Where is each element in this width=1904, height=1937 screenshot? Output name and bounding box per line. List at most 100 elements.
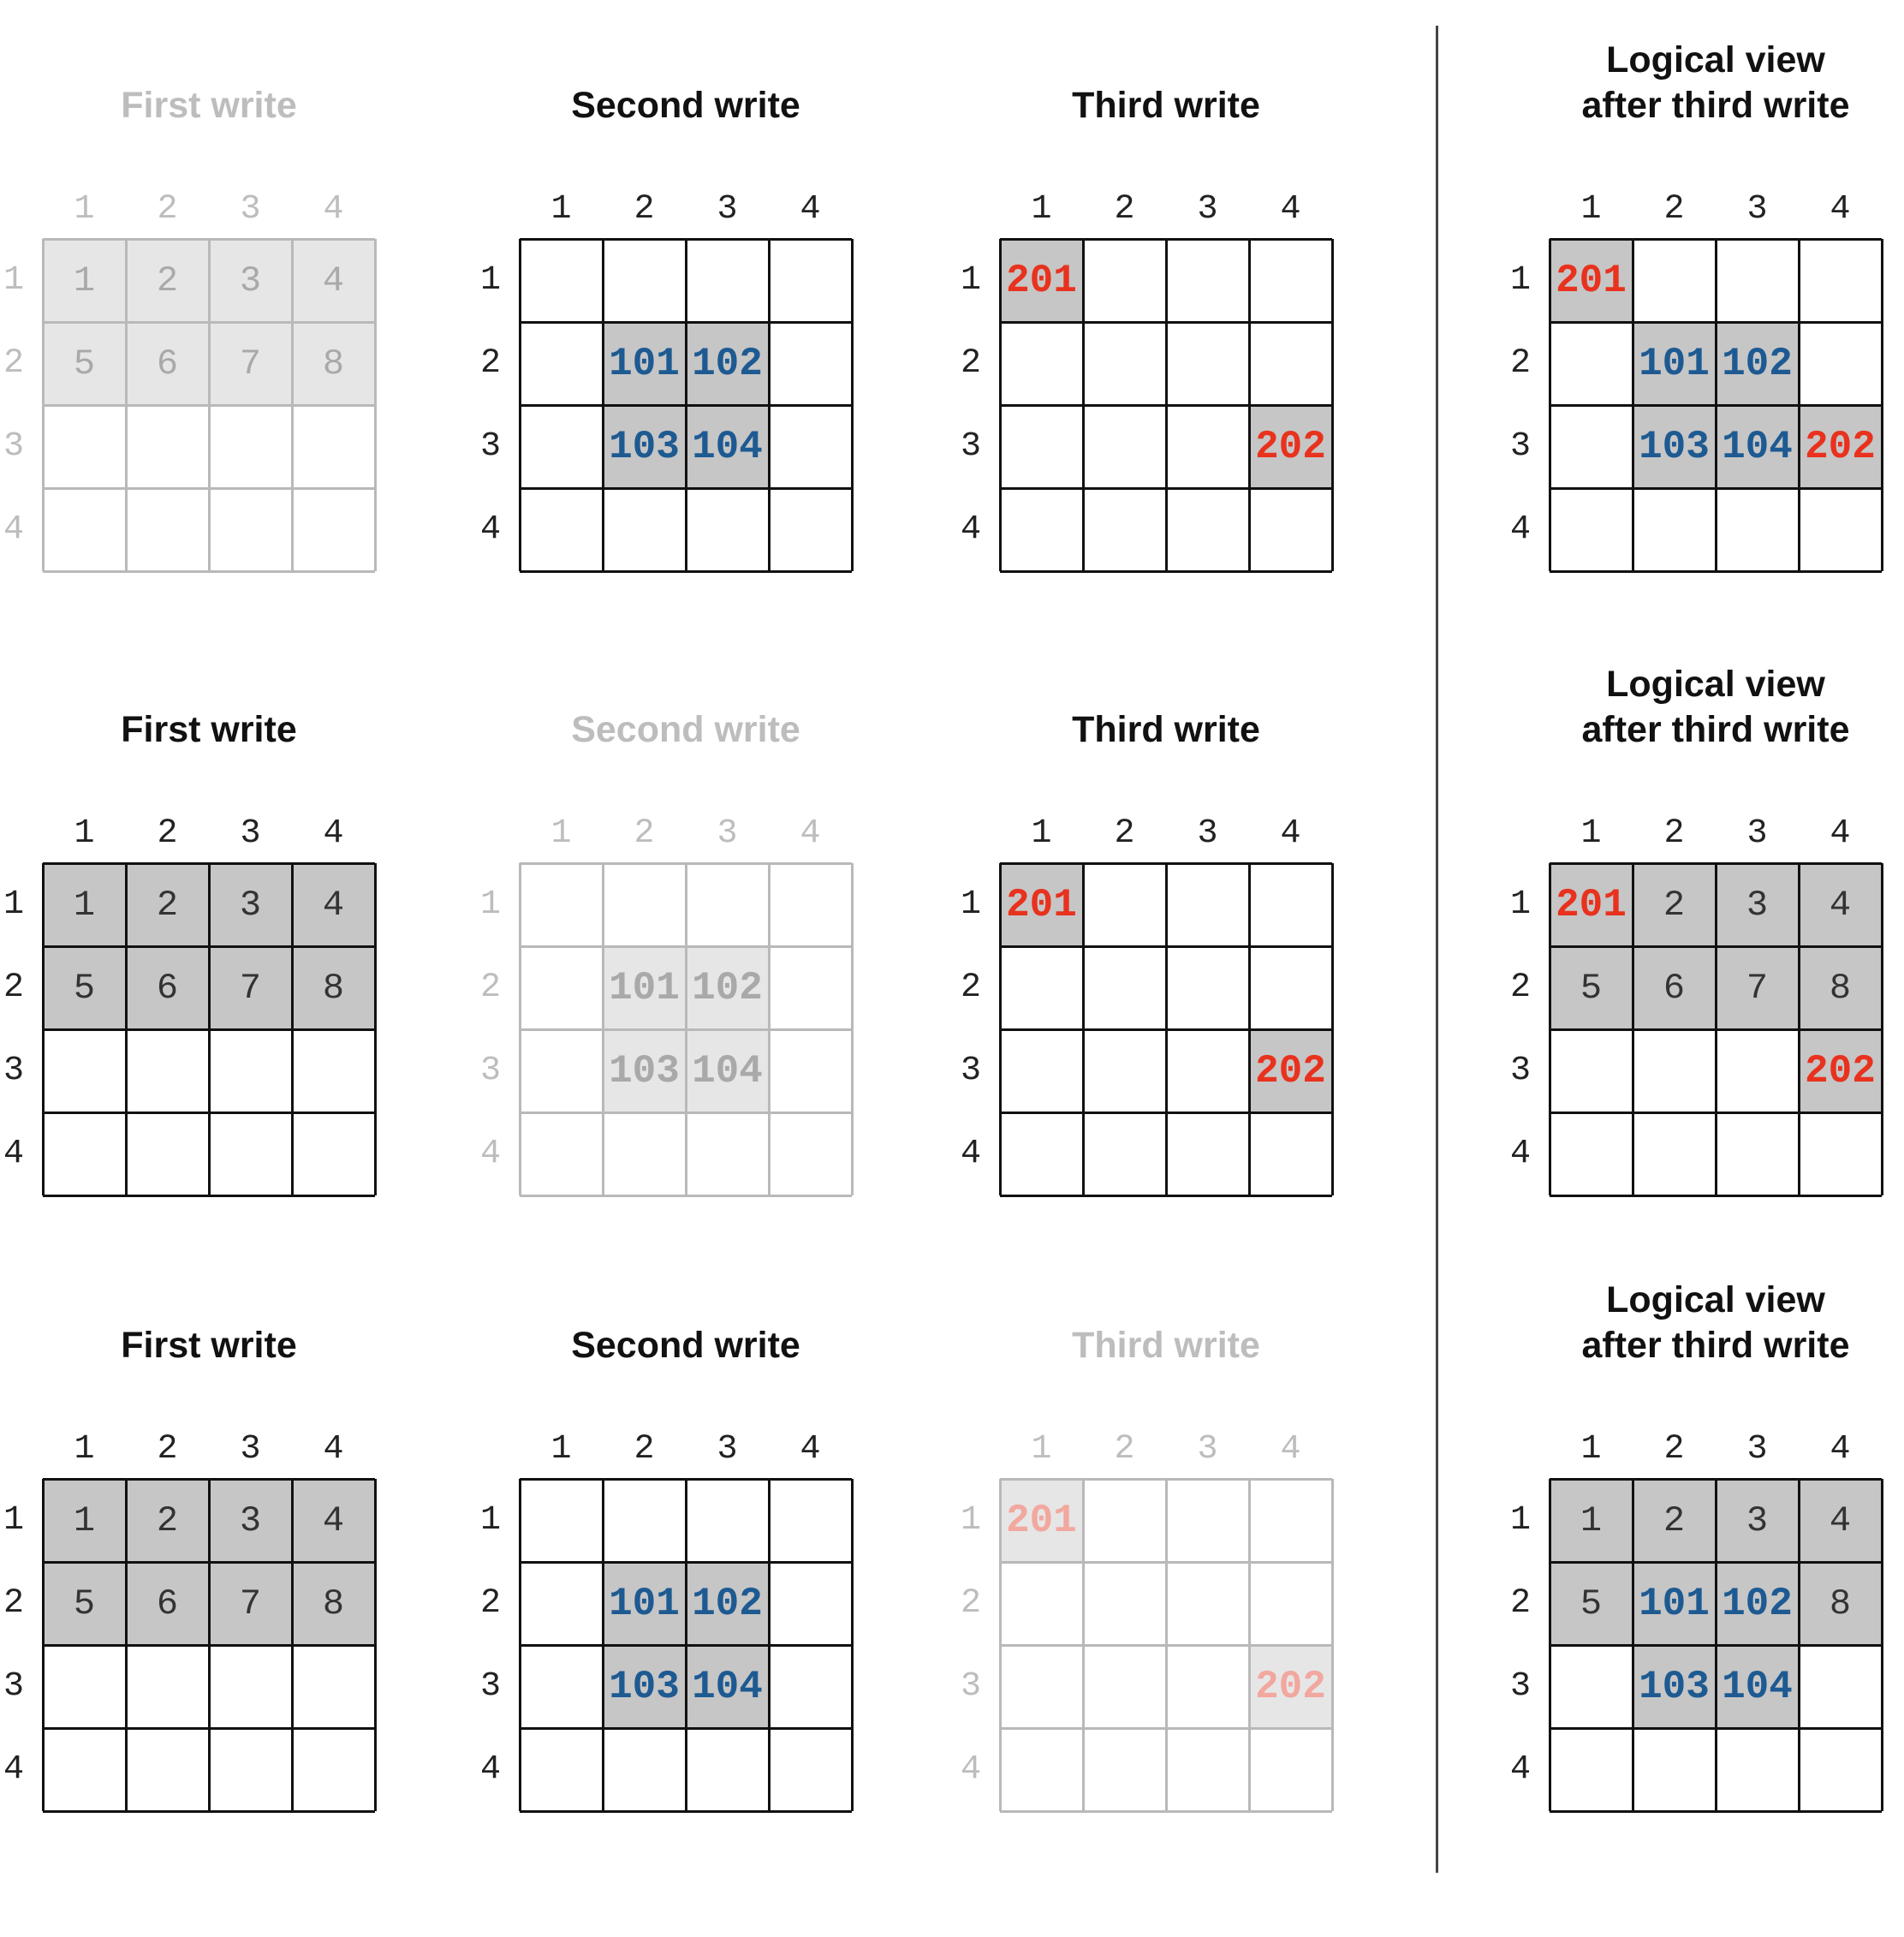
panel-title: Third write [1072,709,1260,750]
grid-line [1000,1726,1332,1730]
grid-line [850,1479,854,1811]
column-label: 2 [634,1430,655,1469]
column-label: 4 [800,814,821,853]
grid-cell [1249,1479,1332,1562]
grid-cell-value: 5 [1550,946,1633,1029]
grid-cell-value: 101 [603,322,686,405]
column-label: 3 [1746,190,1768,229]
grid-cell [686,488,769,571]
grid-cell-value: 4 [292,1479,375,1562]
grid-cell [769,863,852,946]
column-label: 3 [1197,814,1218,853]
grid-cell-value: 102 [686,322,769,405]
grid-cell [1716,488,1799,571]
grid-cell [769,1645,852,1728]
row-label: 4 [960,1134,982,1173]
grid-cell [1249,1112,1332,1195]
grid-cell [1249,322,1332,405]
grid-cell-value: 5 [43,322,126,405]
row-label: 1 [1509,1500,1532,1540]
column-label: 4 [1280,190,1301,229]
grid-line [373,239,377,571]
grid-cell [1166,1645,1249,1728]
grid-line [1247,239,1251,571]
grid-cell [1550,1029,1633,1112]
grid-line [1880,239,1883,571]
grid-cell [1550,405,1633,488]
grid-cell [1166,1029,1249,1112]
column-label: 2 [1663,814,1685,853]
grid-cell-value: 103 [1633,1645,1716,1728]
row-label: 3 [1509,1051,1532,1090]
grid-cell-value: 4 [292,239,375,322]
grid-cell [603,1479,686,1562]
grid-cell-value: 6 [126,322,209,405]
column-label: 2 [1663,190,1685,229]
row-label: 4 [960,1749,982,1789]
grid-cell [1166,946,1249,1029]
grid-cell-value: 2 [126,1479,209,1562]
grid-cell-value: 6 [126,1562,209,1645]
row-label: 2 [1509,343,1532,383]
column-label: 1 [74,190,95,229]
grid-cell [1083,239,1166,322]
column-label: 2 [634,190,655,229]
row-label: 2 [3,343,25,383]
grid-cell-value: 101 [603,946,686,1029]
grid-cell [1083,1562,1166,1645]
grid-line [1000,1111,1332,1114]
grid-cell [1249,1562,1332,1645]
panel-title: Second write [571,1325,800,1366]
grid-cell [1550,1645,1633,1728]
column-label: 1 [1580,814,1602,853]
grid-cell-value: 8 [1799,1562,1882,1645]
grid-cell [1249,946,1332,1029]
grid-cell [1633,488,1716,571]
grid-cell [520,1112,603,1195]
row-label: 4 [1509,1749,1532,1789]
row-label: 3 [479,426,502,466]
grid-cell [43,488,126,571]
grid-line [207,863,211,1195]
grid-cell [126,1112,209,1195]
grid-line [520,486,852,490]
grid-cell-value: 102 [686,946,769,1029]
panel-title: after third write [1581,1325,1850,1366]
grid-line [520,1194,852,1197]
grid-cell [43,1029,126,1112]
column-label: 3 [240,1430,261,1469]
grid-cell [1550,1112,1633,1195]
column-label: 1 [550,1430,572,1469]
grid-cell-value: 2 [1633,863,1716,946]
grid-cell [520,1645,603,1728]
grid-cell [1716,1728,1799,1811]
grid-cell-value: 101 [603,1562,686,1645]
grid-cell-value: 103 [1633,405,1716,488]
panel-title: Third write [1072,85,1260,126]
panel-title: Logical view [1606,664,1825,705]
grid-cell-value: 3 [209,239,292,322]
grid-line [520,569,852,573]
grid-line [850,239,854,571]
row-label: 1 [479,885,502,924]
row-label: 1 [3,885,25,924]
grid-cell-value: 103 [603,1645,686,1728]
row-label: 2 [1509,968,1532,1007]
grid-cell-value: 5 [1550,1562,1633,1645]
row-label: 4 [479,1749,502,1789]
grid-cell [292,1029,375,1112]
grid-cell [520,1479,603,1562]
grid-cell [520,946,603,1029]
grid-line [1714,239,1717,571]
column-label: 3 [240,814,261,853]
row-label: 1 [1509,260,1532,300]
grid-cell [1166,1112,1249,1195]
grid-line [1797,1479,1800,1811]
grid-cell [1166,322,1249,405]
row-label: 4 [3,1749,25,1789]
panel-title: Logical view [1606,1279,1825,1320]
grid-cell [43,405,126,488]
grid-cell [1083,1728,1166,1811]
column-label: 4 [1830,814,1851,853]
grid-cell [520,322,603,405]
